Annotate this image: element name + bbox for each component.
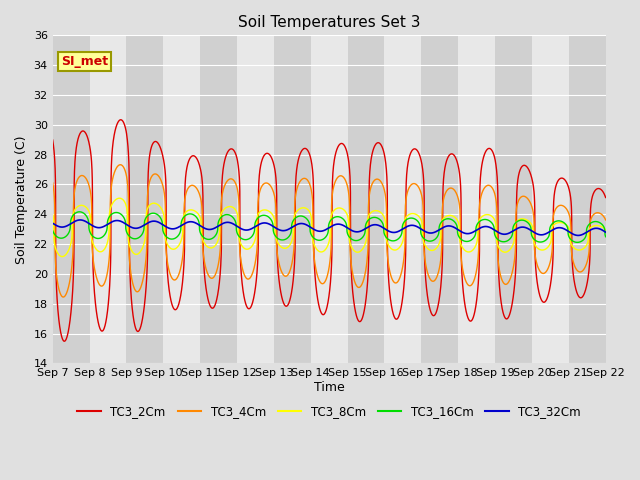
Bar (348, 36, 385, 363)
Bar (532, 36, 569, 363)
Bar (310, 36, 348, 363)
Bar (163, 36, 200, 363)
Bar (90, 36, 126, 363)
Bar (569, 36, 605, 363)
Bar (385, 36, 421, 363)
Bar (52, 36, 90, 363)
Legend: TC3_2Cm, TC3_4Cm, TC3_8Cm, TC3_16Cm, TC3_32Cm: TC3_2Cm, TC3_4Cm, TC3_8Cm, TC3_16Cm, TC3… (73, 401, 586, 423)
Y-axis label: Soil Temperature (C): Soil Temperature (C) (15, 135, 28, 264)
Bar (421, 36, 458, 363)
X-axis label: Time: Time (314, 381, 344, 394)
Bar (458, 36, 495, 363)
Bar (495, 36, 532, 363)
Text: SI_met: SI_met (61, 55, 108, 68)
Title: Soil Temperatures Set 3: Soil Temperatures Set 3 (238, 15, 420, 30)
Bar (237, 36, 274, 363)
Bar (274, 36, 310, 363)
Bar (605, 36, 640, 363)
Bar (126, 36, 163, 363)
Bar (200, 36, 237, 363)
